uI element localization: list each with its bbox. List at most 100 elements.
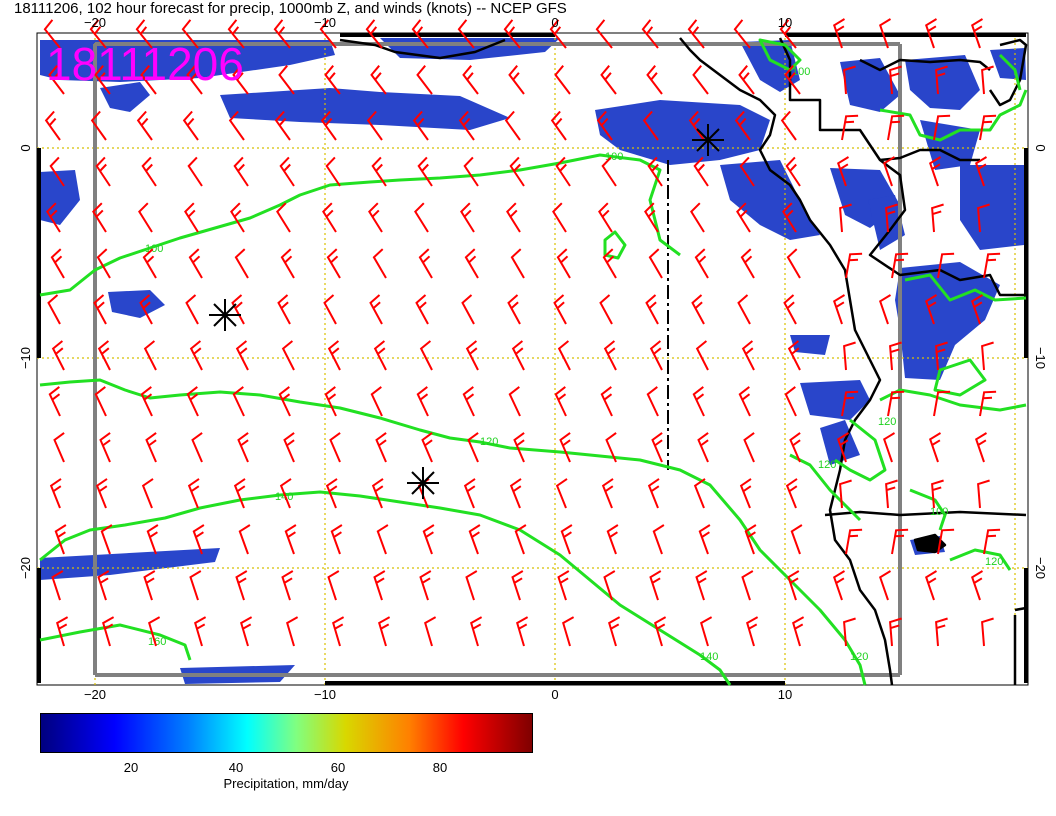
- wind-barb: [373, 340, 387, 371]
- wind-barb: [417, 156, 433, 187]
- contour-label: 160: [148, 636, 166, 648]
- wind-barb: [235, 340, 249, 371]
- contour-label: 140: [700, 651, 718, 663]
- wind-barb: [690, 202, 705, 233]
- wind-barb: [792, 616, 805, 647]
- wind-barb: [845, 528, 863, 555]
- wind-barb: [602, 248, 617, 279]
- wind-barb: [839, 203, 852, 233]
- wind-barb: [47, 294, 61, 325]
- wind-barb: [185, 294, 199, 325]
- wind-barb: [95, 478, 108, 509]
- wind-barb: [970, 294, 984, 325]
- wind-barb: [887, 390, 905, 417]
- wind-barb: [646, 65, 663, 95]
- y-tick-label: −10: [18, 347, 33, 369]
- wind-barb: [464, 248, 479, 279]
- contour-label: 120: [480, 436, 498, 448]
- wind-barb: [741, 570, 754, 601]
- wind-barb: [937, 528, 955, 555]
- wind-barb: [647, 478, 660, 509]
- country-border: [859, 58, 991, 72]
- country-border: [879, 148, 980, 162]
- wind-barb: [320, 110, 337, 141]
- colorbar-label: Precipitation, mm/day: [223, 776, 349, 791]
- wind-barb: [189, 340, 203, 371]
- y-tick-label: 0: [18, 144, 33, 151]
- wind-barb: [646, 386, 659, 417]
- precip-area: [100, 82, 150, 112]
- wind-barb: [182, 110, 199, 141]
- wind-barb: [95, 156, 111, 187]
- wind-barb: [555, 156, 571, 187]
- wind-barb: [460, 202, 475, 233]
- wind-barb: [933, 114, 951, 141]
- wind-barb: [644, 202, 659, 233]
- x-tick-label: 10: [778, 687, 792, 702]
- wind-barb: [782, 202, 797, 233]
- wind-barb: [691, 294, 705, 325]
- wind-barb: [787, 570, 800, 601]
- wind-barb: [977, 479, 990, 509]
- wind-barb: [97, 340, 111, 371]
- wind-barb: [136, 110, 153, 141]
- wind-barb: [146, 524, 159, 555]
- precip-area: [595, 100, 770, 165]
- wind-barb: [608, 616, 621, 647]
- wind-barb: [274, 110, 291, 141]
- wind-barb: [510, 248, 525, 279]
- wind-barb: [738, 386, 751, 417]
- wind-barb: [319, 19, 337, 49]
- wind-barb: [230, 202, 245, 233]
- wind-barb: [981, 617, 994, 647]
- wind-barb: [506, 202, 521, 233]
- contour-line: [758, 38, 802, 72]
- wind-barb: [878, 18, 892, 49]
- wind-barb: [843, 341, 856, 371]
- wind-barb: [935, 341, 948, 371]
- wind-barb: [51, 570, 64, 601]
- wind-barb: [326, 248, 341, 279]
- wind-barb: [878, 294, 892, 325]
- wind-barb: [422, 524, 435, 555]
- wind-barb: [935, 65, 948, 95]
- wind-barb: [465, 570, 478, 601]
- x-tick-label: −20: [84, 15, 106, 30]
- wind-barb: [891, 252, 909, 279]
- wind-barb: [641, 19, 659, 49]
- wind-barb: [652, 524, 665, 555]
- wind-barb: [371, 478, 384, 509]
- y-tick-label: −10: [1033, 347, 1048, 369]
- wind-barb: [503, 19, 521, 49]
- wind-barb: [736, 202, 751, 233]
- wind-barb: [99, 432, 111, 463]
- wind-barb: [332, 616, 345, 647]
- wind-barb: [43, 19, 61, 49]
- wind-barb: [411, 19, 429, 49]
- wind-barb: [189, 570, 202, 601]
- wind-barb: [970, 18, 984, 49]
- wind-barb: [141, 478, 154, 509]
- asterisk-marker: [407, 467, 439, 499]
- wind-barb: [194, 616, 207, 647]
- contour-line: [39, 623, 192, 661]
- contour-line: [834, 418, 887, 482]
- wind-barb: [509, 478, 522, 509]
- wind-barb: [139, 294, 153, 325]
- wind-barb: [787, 340, 801, 371]
- wind-barb: [937, 252, 955, 279]
- wind-barb: [556, 248, 571, 279]
- wind-barb: [325, 156, 341, 187]
- contour-line: [933, 358, 987, 397]
- wind-barb: [740, 248, 755, 279]
- contour-line: [39, 378, 867, 686]
- wind-barb: [983, 528, 1001, 555]
- wind-barb: [276, 202, 291, 233]
- wind-barb: [839, 479, 852, 509]
- wind-barb: [366, 110, 383, 141]
- wind-barb: [284, 524, 297, 555]
- x-tick-label: −10: [314, 687, 336, 702]
- wind-barb: [273, 19, 291, 49]
- wind-barb: [279, 156, 295, 187]
- wind-barb: [928, 432, 942, 463]
